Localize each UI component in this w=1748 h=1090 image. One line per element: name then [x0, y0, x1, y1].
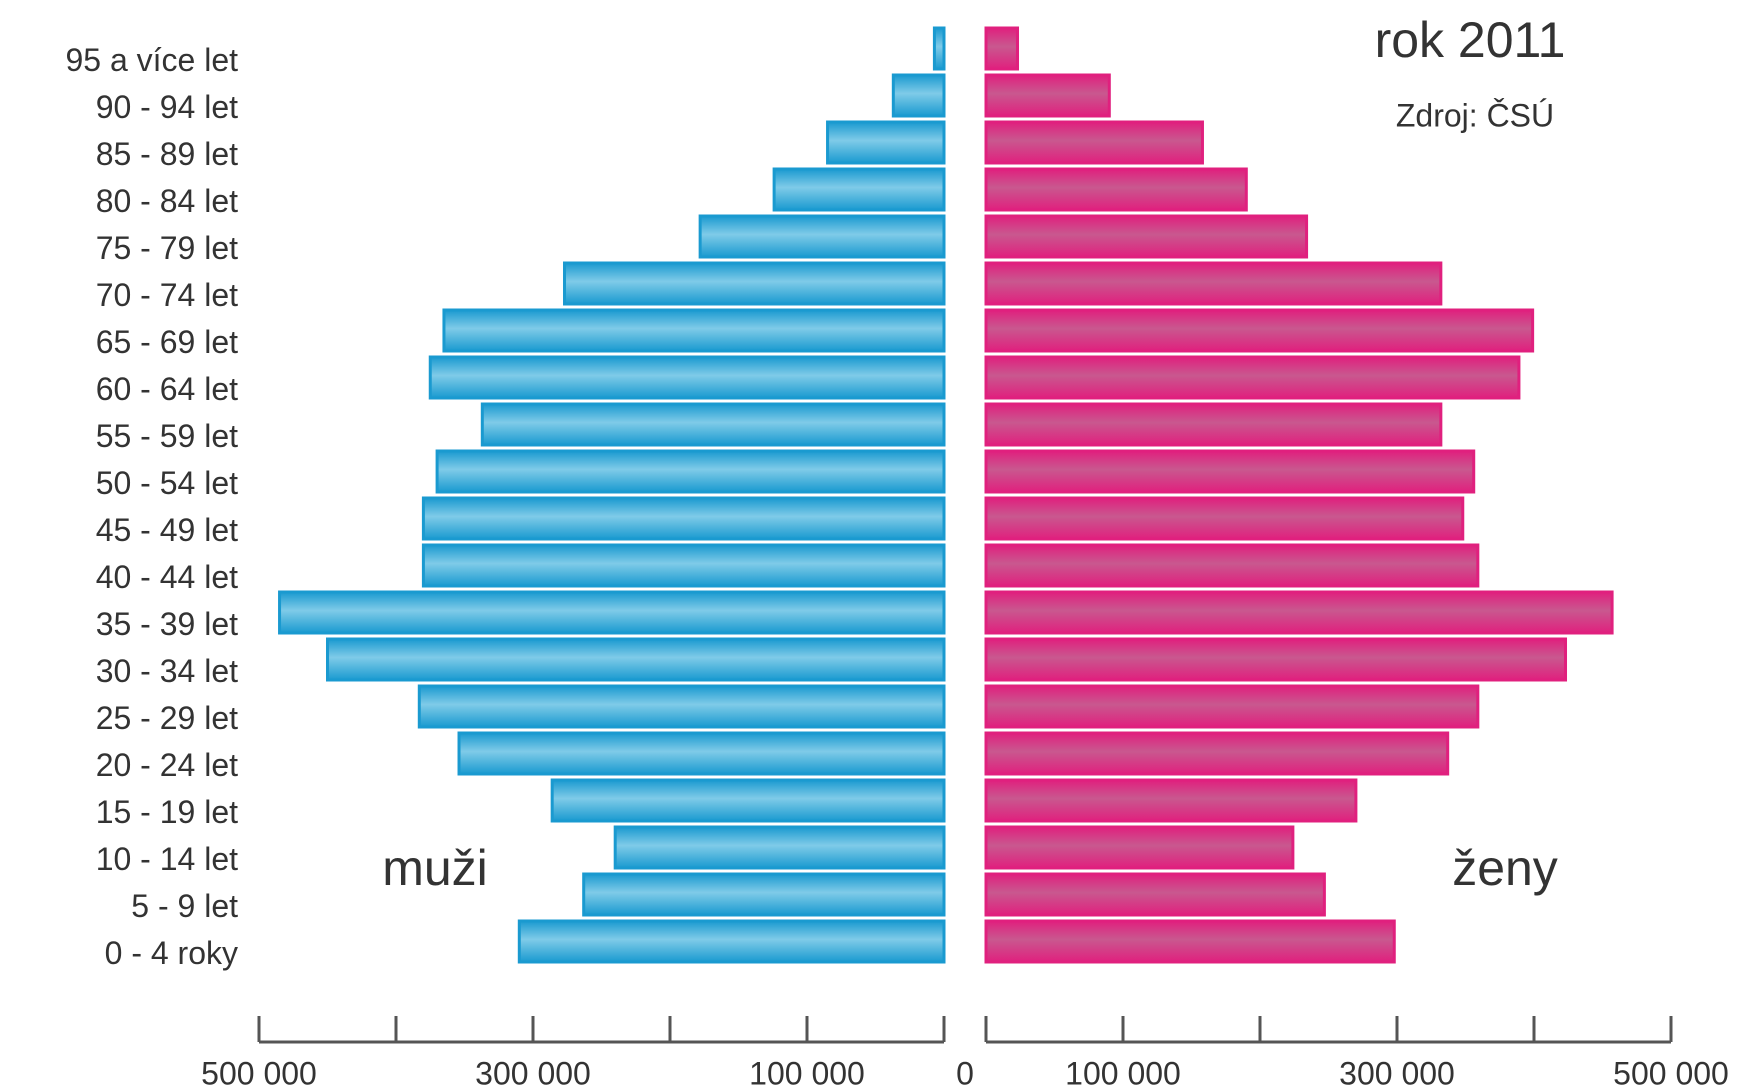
- bar: [563, 261, 946, 306]
- bar: [984, 919, 1396, 964]
- bar: [550, 778, 946, 823]
- category-label: 90 - 94 let: [96, 89, 238, 125]
- category-label: 25 - 29 let: [96, 700, 238, 736]
- bar: [278, 590, 946, 635]
- bar: [984, 73, 1111, 118]
- bar: [932, 26, 946, 71]
- category-label: 0 - 4 roky: [105, 935, 238, 971]
- category-label: 65 - 69 let: [96, 324, 238, 360]
- bar: [698, 214, 946, 259]
- bar: [984, 261, 1443, 306]
- bar: [984, 214, 1309, 259]
- bar: [984, 308, 1535, 353]
- bar: [582, 872, 946, 917]
- bar: [984, 637, 1568, 682]
- x-tick-label: 100 000: [749, 1055, 865, 1090]
- bar: [984, 402, 1443, 447]
- bar: [984, 355, 1521, 400]
- bar: [457, 731, 946, 776]
- bar: [613, 825, 946, 870]
- bar: [984, 496, 1465, 541]
- category-label: 50 - 54 let: [96, 465, 238, 501]
- bar: [984, 590, 1614, 635]
- chart-subtitle: Zdroj: ČSÚ: [1396, 97, 1554, 133]
- bar: [984, 825, 1295, 870]
- category-label: 10 - 14 let: [96, 841, 238, 877]
- x-tick-label: 100 000: [1065, 1055, 1181, 1090]
- category-label: 35 - 39 let: [96, 606, 238, 642]
- bar: [984, 167, 1248, 212]
- category-label: 5 - 9 let: [131, 888, 238, 924]
- bar: [984, 731, 1450, 776]
- chart-title: rok 2011: [1375, 12, 1566, 68]
- bar: [891, 73, 946, 118]
- bar: [428, 355, 946, 400]
- x-tick-label: 300 000: [1339, 1055, 1455, 1090]
- legend-label: ženy: [1452, 840, 1558, 896]
- category-label: 20 - 24 let: [96, 747, 238, 783]
- bar: [326, 637, 946, 682]
- category-label: 45 - 49 let: [96, 512, 238, 548]
- bar: [517, 919, 946, 964]
- bar: [772, 167, 946, 212]
- category-label: 15 - 19 let: [96, 794, 238, 830]
- bar: [984, 872, 1326, 917]
- category-label: 85 - 89 let: [96, 136, 238, 172]
- category-label: 95 a více let: [65, 42, 238, 78]
- bar: [984, 543, 1480, 588]
- category-label: 70 - 74 let: [96, 277, 238, 313]
- category-label: 55 - 59 let: [96, 418, 238, 454]
- bar: [984, 26, 1020, 71]
- category-label: 40 - 44 let: [96, 559, 238, 595]
- legend-label: muži: [382, 840, 488, 896]
- category-label: 60 - 64 let: [96, 371, 238, 407]
- x-tick-label: 500 000: [1613, 1055, 1729, 1090]
- bar: [826, 120, 946, 165]
- bar: [984, 684, 1480, 729]
- bar: [421, 496, 946, 541]
- category-label: 30 - 34 let: [96, 653, 238, 689]
- bar: [435, 449, 946, 494]
- x-tick-label: 500 000: [201, 1055, 317, 1090]
- bar: [984, 778, 1358, 823]
- bar: [984, 120, 1204, 165]
- bar: [984, 449, 1476, 494]
- bar: [442, 308, 946, 353]
- bar: [421, 543, 946, 588]
- category-label: 75 - 79 let: [96, 230, 238, 266]
- x-tick-label: 0: [956, 1055, 974, 1090]
- bar: [417, 684, 946, 729]
- bar: [480, 402, 946, 447]
- category-label: 80 - 84 let: [96, 183, 238, 219]
- x-tick-label: 300 000: [475, 1055, 591, 1090]
